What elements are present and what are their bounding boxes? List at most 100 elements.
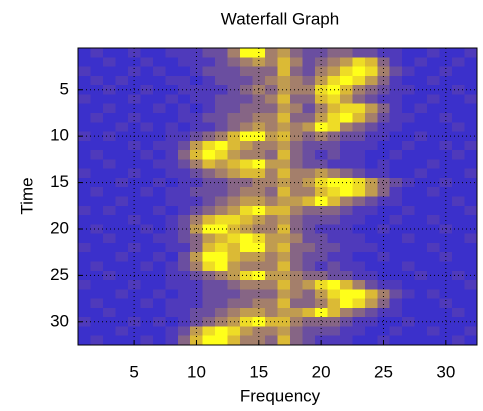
cell: [327, 122, 341, 133]
cell: [252, 196, 266, 207]
cell: [115, 75, 129, 86]
cell: [202, 150, 216, 160]
cell: [265, 289, 278, 300]
cell: [427, 307, 441, 318]
cell: [190, 150, 204, 160]
cell: [140, 140, 154, 151]
cell: [464, 224, 478, 235]
cell: [252, 252, 266, 262]
cell: [215, 159, 229, 170]
cell: [127, 261, 141, 272]
cell: [277, 215, 291, 225]
cell: [389, 187, 403, 197]
cell: [115, 224, 129, 235]
cell: [464, 94, 478, 105]
cell: [190, 196, 204, 207]
cell: [202, 122, 216, 133]
cell: [439, 205, 453, 216]
cell: [277, 196, 291, 207]
cell: [152, 122, 166, 133]
cell: [78, 112, 91, 123]
cell: [289, 75, 303, 86]
cell: [402, 122, 416, 133]
cell: [190, 317, 204, 327]
cell: [402, 261, 416, 272]
cell: [402, 85, 416, 95]
cell: [302, 150, 316, 160]
cell: [152, 75, 166, 86]
cell: [364, 252, 378, 262]
cell: [327, 317, 341, 327]
cell: [152, 280, 166, 290]
cell: [352, 307, 366, 318]
cell: [402, 233, 416, 244]
cell: [339, 150, 353, 160]
cell: [115, 307, 129, 318]
cell: [464, 140, 478, 151]
cell: [352, 261, 366, 272]
cell: [202, 168, 216, 179]
cell: [252, 261, 266, 272]
cell: [190, 66, 204, 77]
cell: [265, 159, 278, 170]
cell: [302, 289, 316, 300]
cell: [364, 280, 378, 290]
cell: [289, 131, 303, 142]
cell: [414, 252, 428, 262]
cell: [102, 289, 116, 300]
cell: [102, 307, 116, 318]
cell: [464, 215, 478, 225]
cell: [377, 215, 391, 225]
cell: [265, 94, 278, 105]
cell: [78, 298, 91, 309]
cell: [352, 57, 366, 68]
cell: [215, 270, 229, 281]
cell: [152, 196, 166, 207]
cell: [165, 280, 179, 290]
cell: [352, 140, 366, 151]
cell: [339, 159, 353, 170]
cell: [302, 326, 316, 337]
cell: [339, 122, 353, 133]
cell: [339, 94, 353, 105]
cell: [439, 261, 453, 272]
cell: [202, 280, 216, 290]
cell: [464, 85, 478, 95]
cell: [202, 140, 216, 151]
cell: [90, 224, 104, 235]
cell: [277, 317, 291, 327]
cell: [78, 307, 91, 318]
x-tick-label: 25: [374, 362, 393, 381]
cell: [352, 94, 366, 105]
cell: [140, 75, 154, 86]
cell: [152, 140, 166, 151]
cell: [302, 317, 316, 327]
cell: [177, 307, 191, 318]
cell: [165, 66, 179, 77]
cell: [265, 187, 278, 197]
cell: [252, 94, 266, 105]
cell: [227, 335, 241, 346]
cell: [252, 112, 266, 123]
cell: [339, 48, 353, 58]
cell: [140, 215, 154, 225]
cell: [302, 215, 316, 225]
cell: [302, 177, 316, 188]
cell: [289, 85, 303, 95]
cell: [302, 233, 316, 244]
cell: [215, 242, 229, 253]
cell: [277, 233, 291, 244]
cell: [202, 289, 216, 300]
cell: [289, 261, 303, 272]
cell: [78, 205, 91, 216]
cell: [240, 75, 254, 86]
cell: [177, 205, 191, 216]
cell: [265, 112, 278, 123]
cell: [452, 94, 466, 105]
cell: [102, 298, 116, 309]
cell: [389, 326, 403, 337]
cell: [314, 215, 328, 225]
cell: [452, 335, 466, 346]
cell: [377, 140, 391, 151]
cell: [177, 280, 191, 290]
